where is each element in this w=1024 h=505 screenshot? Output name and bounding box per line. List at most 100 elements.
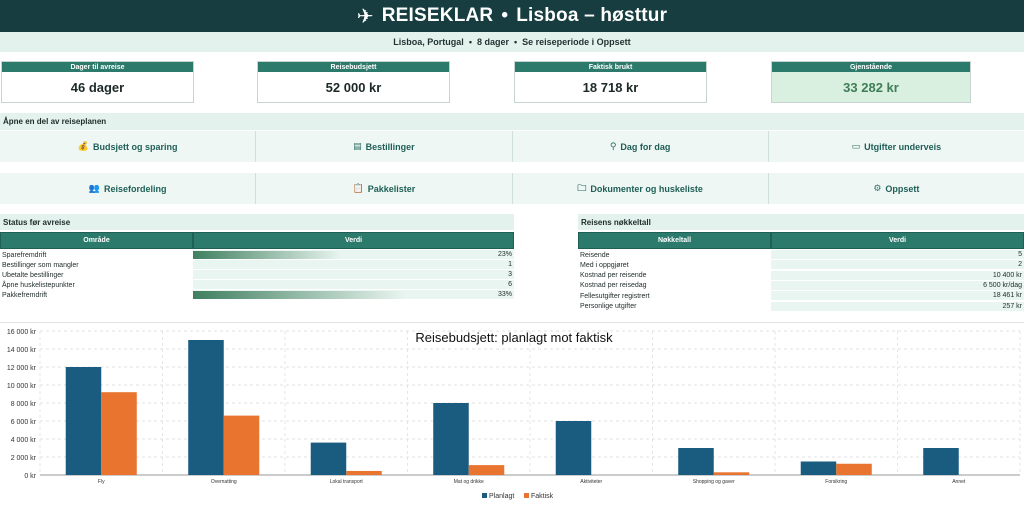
y-tick-label: 10 000 kr	[7, 383, 37, 390]
kpi-value: 18 718 kr	[582, 79, 639, 95]
kpi-value: 52 000 kr	[325, 79, 382, 95]
nav-label: Dokumenter og huskeliste	[590, 183, 703, 194]
money-bag-icon: 💰	[77, 141, 89, 151]
y-tick-label: 4 000 kr	[11, 437, 37, 444]
legend-swatch	[482, 493, 487, 498]
bar-actual	[101, 392, 137, 475]
keyfigure-value: 257 kr	[771, 301, 1024, 312]
bar-planned	[555, 421, 592, 475]
keyfigure-value-text: 2	[1018, 261, 1022, 269]
plane-icon: ✈	[356, 5, 374, 28]
bar-actual	[836, 463, 872, 475]
gear-icon: ⚙	[873, 183, 882, 193]
nav-label: Dag for dag	[620, 141, 671, 152]
title-separator: •	[501, 5, 509, 26]
x-tick-label: Mat og drikke	[454, 479, 484, 485]
y-tick-label: 14 000 kr	[7, 347, 37, 354]
keyfigures-col-name: Nøkkeltall	[578, 232, 771, 249]
x-tick-label: Lokal transport	[330, 479, 364, 485]
kpi-value: 33 282 kr	[843, 79, 899, 95]
kpi-label: Faktisk brukt	[515, 62, 706, 72]
nav-label: Oppsett	[885, 183, 920, 194]
x-tick-label: Annet	[952, 479, 966, 485]
legend-swatch	[524, 493, 529, 498]
bar-planned	[188, 340, 224, 475]
y-tick-label: 6 000 kr	[11, 419, 37, 426]
status-col-value: Verdi	[193, 232, 514, 249]
x-tick-label: Forsikring	[825, 479, 847, 485]
keyfigure-value-text: 5	[1018, 251, 1022, 258]
keyfigures-col-value: Verdi	[771, 232, 1024, 249]
trip-name: Lisboa – høsttur	[516, 5, 668, 26]
keyfigure-label: Fellesutgifter registrert	[580, 292, 650, 300]
budget-chart-svg: 0 kr 2 000 kr 4 000 kr 6 000 kr 8 000 kr 10 0…	[7, 329, 1021, 500]
kpi-travel-budget: Reisebudsjett 52 000 kr	[257, 61, 450, 103]
bar-planned	[800, 461, 837, 475]
bar-actual	[346, 470, 382, 475]
app-header: ✈ REISEKLAR • Lisboa – høsttur	[0, 0, 1024, 32]
kpi-days-to-departure: Dager til avreise 46 dager	[1, 61, 194, 103]
people-icon: 👥	[88, 183, 100, 193]
keyfigure-label: Personlige utgifter	[580, 303, 637, 310]
status-title: Status før avreise	[0, 214, 514, 230]
nav-split-button[interactable]: 👥 Reisefordeling	[0, 173, 257, 204]
nav-row-2: 👥 Reisefordeling 📋 Pakkelister 🗀 Dokumen…	[0, 173, 1024, 204]
chart-title: Reisebudsjett: planlagt mot faktisk	[415, 330, 613, 345]
status-value-text: 6	[508, 281, 512, 288]
nav-packing-button[interactable]: 📋 Pakkelister	[256, 173, 513, 204]
nav-setup-button[interactable]: ⚙ Oppsett	[768, 173, 1024, 204]
keyfigures-title: Reisens nøkkeltall	[578, 214, 1024, 230]
trip-period-hint: Se reiseperiode i Oppsett	[522, 37, 631, 47]
status-row-label: Åpne huskelistepunkter	[2, 281, 75, 289]
x-tick-label: Shopping og gaver	[693, 479, 735, 485]
bar-planned	[433, 403, 469, 475]
folder-icon: 🗀	[577, 182, 587, 193]
bar-planned	[923, 448, 959, 475]
status-row: Åpne huskelistepunkter 6	[0, 280, 514, 290]
kpi-actual-spent: Faktisk brukt 18 718 kr	[514, 61, 707, 103]
x-tick-label: Aktiviteter	[580, 479, 602, 485]
nav-section-title: Åpne en del av reiseplanen	[0, 113, 1024, 130]
bar-actual	[468, 465, 505, 475]
nav-label: Pakkelister	[367, 183, 416, 194]
ledger-icon: ▤	[353, 141, 362, 151]
status-header: Område Verdi	[0, 232, 514, 249]
bar-actual	[223, 415, 260, 475]
progress-bar-fill	[193, 251, 341, 259]
keyfigure-value-text: 257 kr	[1002, 302, 1022, 310]
status-row-label: Pakkefremdrift	[2, 291, 48, 299]
nav-day-by-day-button[interactable]: ⚲ Dag for dag	[512, 131, 769, 162]
keyfigure-value: 6 500 kr/dag	[771, 280, 1024, 291]
keyfigure-label: Kostnad per reisedag	[580, 282, 647, 290]
keyfigure-row: Reisende 5	[578, 250, 1024, 260]
status-row-label: Ubetalte bestillinger	[2, 271, 64, 279]
keyfigure-label: Reisende	[580, 251, 610, 259]
nav-row-1: 💰 Budsjett og sparing ▤ Bestillinger ⚲ D…	[0, 131, 1024, 162]
nav-label: Reisefordeling	[103, 183, 167, 194]
clipboard-icon: 📋	[352, 183, 364, 193]
keyfigure-value: 10 400 kr	[771, 270, 1024, 281]
status-row-value: 1	[193, 260, 514, 270]
status-value-text: 3	[508, 271, 512, 278]
nav-bookings-button[interactable]: ▤ Bestillinger	[256, 131, 513, 162]
nav-label: Utgifter underveis	[864, 141, 942, 152]
status-row-label: Bestillinger som mangler	[2, 261, 79, 269]
nav-label: Budsjett og sparing	[92, 141, 178, 152]
status-row: Bestillinger som mangler 1	[0, 260, 514, 270]
status-row-value: 23%	[193, 250, 514, 260]
keyfigure-row: Kostnad per reisedag 6 500 kr/dag	[578, 280, 1024, 291]
keyfigure-row: Fellesutgifter registrert 18 461 kr	[578, 291, 1024, 302]
nav-expenses-button[interactable]: ▭ Utgifter underveis	[768, 131, 1024, 162]
kpi-label: Gjenstående	[772, 62, 970, 72]
nav-documents-button[interactable]: 🗀 Dokumenter og huskeliste	[512, 173, 769, 204]
card-icon: ▭	[851, 141, 861, 151]
y-tick-label: 16 000 kr	[7, 329, 37, 336]
keyfigure-row: Personlige utgifter 257 kr	[578, 301, 1024, 312]
app-title: REISEKLAR	[381, 5, 494, 26]
status-col-area: Område	[0, 232, 193, 249]
y-tick-label: 2 000 kr	[11, 455, 37, 462]
status-row: Pakkefremdrift 33%	[0, 290, 514, 300]
nav-budget-button[interactable]: 💰 Budsjett og sparing	[0, 131, 257, 162]
kpi-label: Reisebudsjett	[258, 62, 449, 72]
nav-label: Bestillinger	[365, 141, 415, 152]
